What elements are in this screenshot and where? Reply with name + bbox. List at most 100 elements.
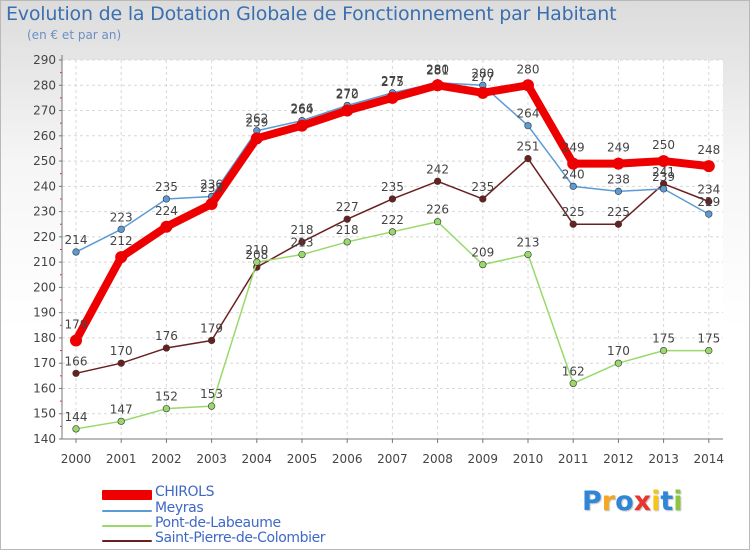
legend-label: Saint-Pierre-de-Colombier (155, 530, 326, 546)
y-tick-label: 150 (33, 407, 56, 421)
data-label-chirols: 275 (381, 75, 404, 89)
data-label-chirols: 277 (471, 70, 494, 84)
point-pont-de-labeaume (343, 238, 351, 246)
x-tick-label: 2012 (603, 452, 634, 466)
point-chirols (70, 334, 82, 347)
point-pont-de-labeaume (434, 218, 442, 226)
point-pont-de-labeaume (705, 346, 713, 355)
data-label-pont-de-labeaume: 226 (426, 203, 449, 217)
point-saint-pierre-de-colombier (298, 238, 306, 246)
x-tick-label: 2007 (377, 452, 408, 466)
point-meyras (659, 185, 668, 193)
chart-subtitle: (en € et par an) (27, 28, 122, 42)
data-label-pont-de-labeaume: 144 (65, 410, 88, 424)
data-label-meyras: 280 (471, 66, 494, 80)
x-tick-label: 2001 (106, 452, 137, 466)
y-tick-label: 160 (33, 381, 56, 395)
data-label-meyras: 277 (381, 74, 404, 88)
data-label-saint-pierre-de-colombier: 225 (562, 205, 585, 219)
data-label-meyras: 236 (200, 177, 223, 191)
data-label-meyras: 266 (291, 102, 314, 116)
data-label-chirols: 179 (65, 317, 88, 331)
point-saint-pierre-de-colombier (208, 336, 216, 345)
data-label-chirols: 233 (200, 181, 223, 195)
grid-lines (62, 59, 723, 440)
y-tick-label: 220 (33, 230, 56, 244)
point-chirols (431, 79, 444, 92)
point-saint-pierre-de-colombier (569, 220, 577, 228)
data-label-chirols: 280 (517, 62, 540, 76)
y-tick-label: 140 (33, 432, 56, 446)
x-tick-label: 2008 (422, 452, 453, 466)
data-label-meyras: 281 (426, 64, 449, 78)
data-label-chirols: 249 (562, 141, 585, 155)
legend-swatch (102, 490, 152, 500)
data-label-chirols: 259 (245, 115, 268, 129)
series-lines (70, 79, 715, 433)
y-tick-label: 250 (33, 154, 56, 168)
data-label-meyras: 272 (336, 86, 359, 100)
proxiti-logo: Proxiti (582, 486, 683, 517)
data-label-saint-pierre-de-colombier: 242 (426, 162, 449, 176)
axes: 140 150 160 170 180 190 200 210 220 230 240 250 260 2… (33, 53, 724, 466)
point-meyras (162, 195, 170, 203)
y-tick-label: 260 (33, 129, 56, 143)
data-label-pont-de-labeaume: 147 (110, 402, 133, 416)
point-saint-pierre-de-colombier (614, 220, 623, 228)
x-tick-label: 2011 (558, 452, 589, 466)
point-saint-pierre-de-colombier (343, 215, 351, 223)
point-chirols (250, 132, 263, 145)
data-label-pont-de-labeaume: 175 (652, 332, 675, 346)
data-label-chirols: 248 (697, 143, 720, 157)
data-label-meyras: 214 (65, 233, 88, 247)
x-tick-label: 2005 (287, 452, 318, 466)
x-tick-label: 2000 (61, 452, 92, 466)
data-label-pont-de-labeaume: 175 (697, 332, 720, 346)
data-label-meyras: 235 (155, 180, 178, 194)
x-tick-label: 2002 (151, 452, 182, 466)
data-label-saint-pierre-de-colombier: 170 (110, 344, 133, 358)
y-tick-label: 190 (33, 306, 56, 320)
data-label-meyras: 264 (517, 107, 540, 121)
data-label-chirols: 212 (110, 234, 133, 248)
data-label-saint-pierre-de-colombier: 176 (155, 329, 178, 343)
data-label-chirols: 224 (155, 204, 178, 218)
data-label-saint-pierre-de-colombier: 235 (381, 180, 404, 194)
data-label-pont-de-labeaume: 210 (245, 243, 268, 257)
point-pont-de-labeaume (614, 359, 623, 367)
point-meyras (524, 122, 532, 130)
data-label-pont-de-labeaume: 170 (607, 344, 630, 358)
point-chirols (296, 119, 308, 132)
y-tick-label: 180 (33, 331, 56, 345)
point-chirols (702, 160, 715, 173)
point-saint-pierre-de-colombier (388, 195, 397, 203)
data-label-chirols: 250 (652, 138, 675, 152)
y-tick-label: 240 (33, 179, 56, 193)
point-saint-pierre-de-colombier (524, 154, 532, 163)
point-meyras (117, 225, 125, 233)
point-pont-de-labeaume (569, 379, 577, 388)
point-meyras (614, 187, 623, 195)
data-label-pont-de-labeaume: 213 (517, 236, 540, 250)
x-tick-label: 2003 (196, 452, 227, 466)
point-chirols (476, 86, 489, 99)
data-label-pont-de-labeaume: 222 (381, 213, 404, 227)
y-tick-label: 270 (33, 104, 56, 118)
data-label-chirols: 280 (426, 62, 449, 76)
data-label-pont-de-labeaume: 218 (336, 223, 359, 237)
point-saint-pierre-de-colombier (72, 369, 80, 377)
point-pont-de-labeaume (162, 405, 170, 413)
y-tick-label: 230 (33, 205, 56, 219)
x-tick-label: 2004 (242, 452, 273, 466)
point-chirols (160, 220, 173, 233)
legend-label: Pont-de-Labeaume (155, 515, 281, 531)
data-label-saint-pierre-de-colombier: 179 (200, 321, 223, 335)
data-label-meyras: 223 (110, 210, 133, 224)
point-pont-de-labeaume (253, 258, 261, 266)
legend-swatch (102, 525, 152, 527)
data-label-pont-de-labeaume: 162 (562, 364, 585, 378)
point-chirols (341, 104, 354, 117)
data-label-pont-de-labeaume: 153 (200, 387, 223, 401)
point-saint-pierre-de-colombier (434, 177, 442, 185)
